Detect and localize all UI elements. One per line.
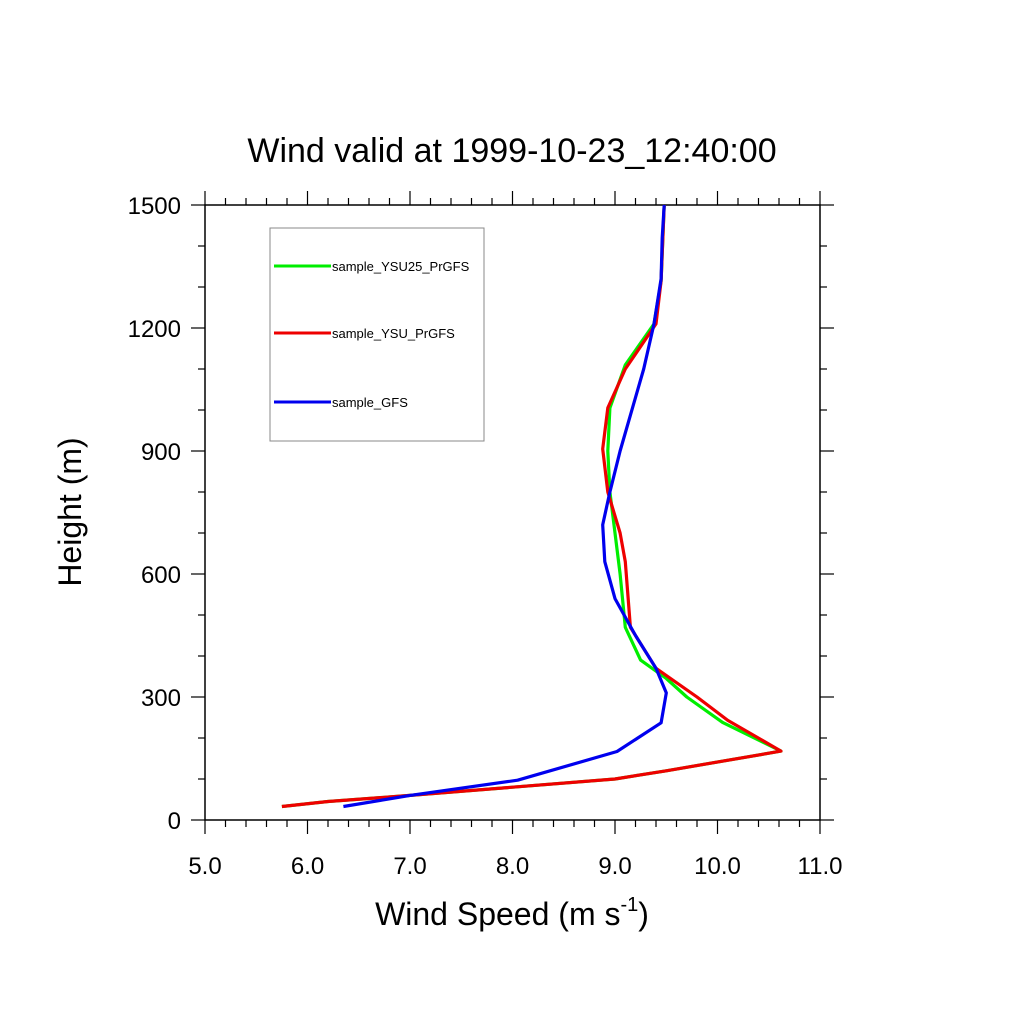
series-lines <box>281 204 783 809</box>
x-tick-label: 7.0 <box>393 853 426 880</box>
x-tick-label: 9.0 <box>598 853 631 880</box>
y-tick-label: 0 <box>168 808 181 835</box>
x-axis-label-main: Wind Speed (m s <box>375 896 620 932</box>
y-tick-label: 300 <box>141 685 181 712</box>
legend-label: sample_YSU_PrGFS <box>332 326 455 341</box>
chart-title: Wind valid at 1999-10-23_12:40:00 <box>247 132 776 170</box>
x-axis-label-close: ) <box>638 896 649 932</box>
x-tick-label: 6.0 <box>291 853 324 880</box>
x-tick-label: 11.0 <box>798 853 843 880</box>
x-tick-label: 5.0 <box>188 853 221 880</box>
y-tick-label: 1200 <box>128 316 181 343</box>
series-line <box>343 204 668 809</box>
y-tick-label: 900 <box>141 439 181 466</box>
legend-label: sample_GFS <box>332 395 408 410</box>
x-tick-label: 10.0 <box>694 853 741 880</box>
y-tick-label: 600 <box>141 562 181 589</box>
x-axis-label-superscript: -1 <box>620 894 638 916</box>
x-tick-label: 8.0 <box>496 853 529 880</box>
y-tick-label: 1500 <box>128 193 181 220</box>
y-tick-labels: 0 300 600 900 1200 1500 <box>128 193 181 835</box>
plot-area: 5.0 6.0 7.0 8.0 9.0 10.0 11.0 0 300 600 900 1200 15… <box>128 191 842 880</box>
x-tick-labels: 5.0 6.0 7.0 8.0 9.0 10.0 11.0 <box>188 853 842 880</box>
legend: sample_YSU25_PrGFS sample_YSU_PrGFSsample… <box>269 227 485 442</box>
x-axis-label: Wind Speed (m s-1) <box>375 894 649 932</box>
y-axis-label: Height (m) <box>52 437 88 586</box>
legend-label: sample_YSU25_PrGFS <box>332 259 470 274</box>
axis-ticks <box>191 191 834 834</box>
